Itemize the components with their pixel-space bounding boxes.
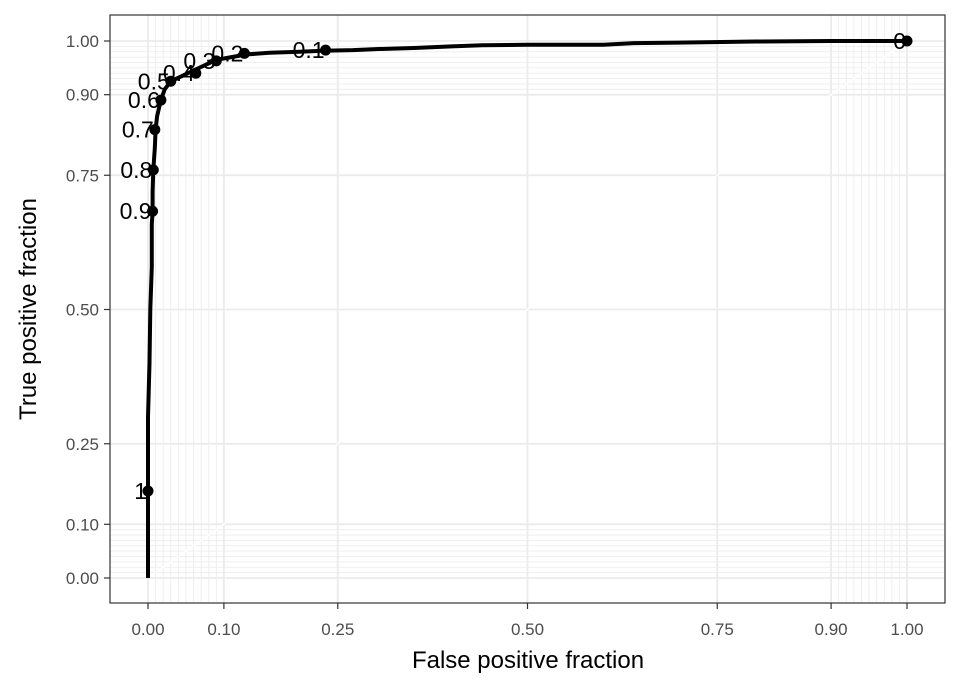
x-tick-label: 0.75 bbox=[701, 620, 734, 639]
cutoff-point bbox=[155, 94, 167, 106]
x-axis-title: False positive fraction bbox=[412, 647, 644, 674]
axes: 0.00 0.10 0.25 0.50 0.75 0.90 1.00 0.00 0.10 0.25… bbox=[66, 32, 924, 639]
cutoff-label: 0.6 bbox=[128, 87, 160, 113]
cutoff-label: 0.5 bbox=[138, 68, 170, 94]
cutoff-label: 0 bbox=[893, 28, 906, 54]
y-tick-label: 0.50 bbox=[66, 301, 99, 320]
cutoff-point bbox=[142, 485, 154, 497]
x-tick-label: 0.00 bbox=[131, 620, 164, 639]
cutoff-point bbox=[238, 47, 250, 59]
reference-diagonal bbox=[147, 40, 908, 579]
x-tick-label: 0.90 bbox=[815, 620, 848, 639]
x-tick-label: 1.00 bbox=[890, 620, 923, 639]
grid-lines bbox=[110, 15, 945, 603]
cutoff-point bbox=[320, 44, 332, 56]
cutoff-label: 0.7 bbox=[122, 117, 154, 143]
y-tick-label: 1.00 bbox=[66, 32, 99, 51]
cutoff-point bbox=[901, 35, 913, 47]
cutoff-point bbox=[147, 164, 159, 176]
x-tick-label: 0.25 bbox=[321, 620, 354, 639]
cutoff-label: 0.3 bbox=[183, 48, 215, 74]
x-tick-label: 0.10 bbox=[207, 620, 240, 639]
y-tick-label: 0.25 bbox=[66, 435, 99, 454]
y-tick-label: 0.10 bbox=[66, 515, 99, 534]
cutoff-point bbox=[190, 67, 202, 79]
x-tick-label: 0.50 bbox=[511, 620, 544, 639]
cutoff-points: 1 0.9 0.8 0.7 0.60.50.40.30.2 0.1 0 bbox=[120, 28, 913, 504]
y-axis-title: True positive fraction bbox=[15, 198, 42, 420]
y-tick-label: 0.75 bbox=[66, 166, 99, 185]
cutoff-point bbox=[149, 124, 161, 136]
y-tick-label: 0.90 bbox=[66, 86, 99, 105]
chance-diagonal bbox=[147, 40, 908, 579]
cutoff-point bbox=[165, 75, 177, 87]
cutoff-point bbox=[210, 55, 222, 67]
y-tick-label: 0.00 bbox=[66, 569, 99, 588]
cutoff-label: 0.1 bbox=[293, 37, 325, 63]
cutoff-label: 0.2 bbox=[211, 40, 243, 66]
cutoff-label: 0.9 bbox=[120, 198, 152, 224]
cutoff-point bbox=[147, 205, 159, 217]
cutoff-label: 0.4 bbox=[163, 60, 195, 86]
cutoff-label: 0.8 bbox=[120, 157, 152, 183]
cutoff-label: 1 bbox=[134, 478, 147, 504]
